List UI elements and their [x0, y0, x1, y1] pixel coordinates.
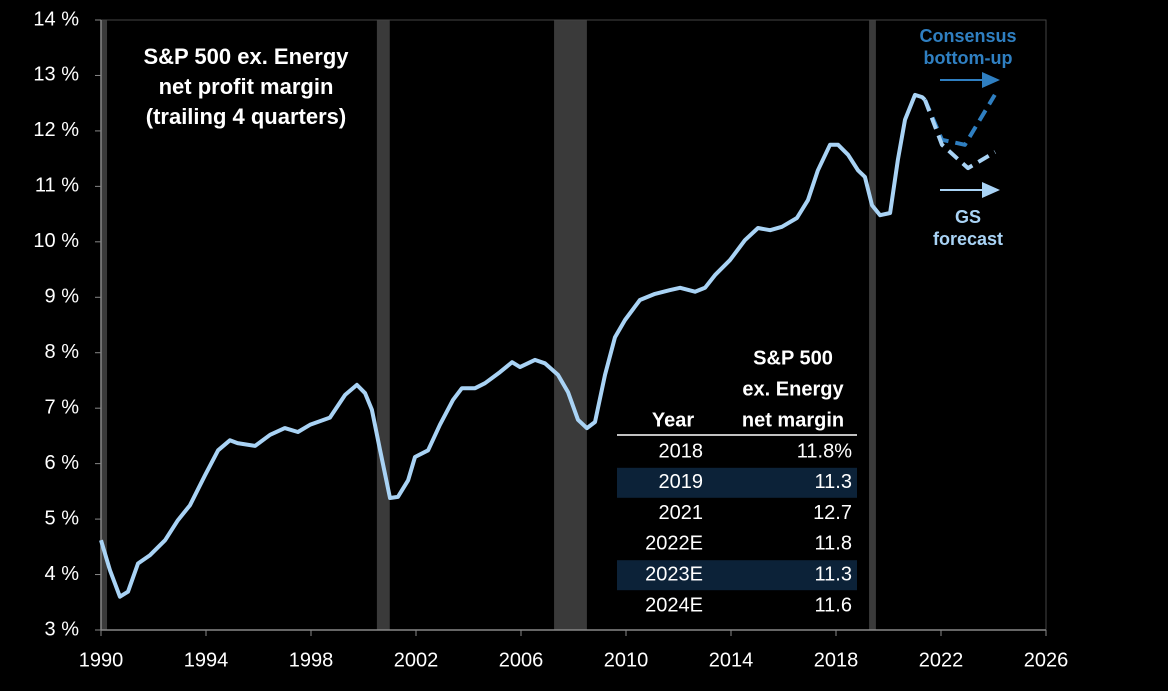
y-tick-label: 5 %	[45, 507, 80, 529]
recession-band	[101, 20, 108, 630]
recession-band	[376, 20, 390, 630]
table-cell: 2024E	[645, 594, 703, 616]
table-header: Year	[652, 409, 694, 431]
chart-title: net profit margin	[159, 74, 334, 99]
x-tick-label: 1994	[184, 649, 229, 671]
y-tick-label: 8 %	[45, 341, 80, 363]
y-tick-label: 3 %	[45, 618, 80, 640]
series-line	[99, 92, 927, 599]
table-cell: 2019	[659, 471, 704, 493]
x-tick-label: 2010	[604, 649, 649, 671]
table-header: S&P 500	[753, 347, 833, 369]
x-tick-label: 1990	[79, 649, 124, 671]
y-tick-label: 13 %	[33, 64, 79, 86]
x-tick-label: 2026	[1024, 649, 1069, 671]
table-cell: 11.8%	[797, 440, 852, 462]
chart-title: (trailing 4 quarters)	[146, 104, 346, 129]
y-tick-label: 4 %	[45, 563, 80, 585]
table-cell: 11.3	[815, 471, 852, 493]
table-cell: 11.3	[815, 563, 852, 585]
x-tick-label: 2022	[919, 649, 964, 671]
table-header: ex. Energy	[742, 378, 844, 400]
forecast-line	[923, 99, 997, 171]
x-tick-label: 2018	[814, 649, 859, 671]
y-tick-label: 6 %	[45, 452, 80, 474]
chart-title: S&P 500 ex. Energy	[143, 44, 349, 69]
table-cell: 12.7	[813, 502, 852, 524]
y-tick-label: 10 %	[33, 230, 79, 252]
y-tick-label: 9 %	[45, 286, 80, 308]
table-cell: 2023E	[645, 563, 703, 585]
y-tick-label: 11 %	[35, 175, 79, 197]
recession-band	[554, 20, 587, 630]
series-label: bottom-up	[924, 48, 1013, 68]
recession-band	[869, 20, 876, 630]
table-header: net margin	[742, 409, 844, 431]
row-highlight	[617, 467, 857, 498]
series-label: GS	[955, 207, 981, 227]
table-cell: 2022E	[645, 533, 703, 555]
x-tick-label: 2006	[499, 649, 544, 671]
table-cell: 11.8	[815, 533, 852, 555]
table-cell: 2021	[659, 502, 704, 524]
y-tick-label: 12 %	[33, 119, 79, 141]
y-tick-label: 14 %	[33, 8, 79, 30]
table-cell: 2018	[659, 440, 704, 462]
row-highlight	[617, 560, 857, 591]
x-tick-label: 1998	[289, 649, 334, 671]
x-tick-label: 2014	[709, 649, 754, 671]
y-tick-label: 7 %	[45, 396, 80, 418]
table-cell: 11.6	[815, 594, 852, 616]
series-label: forecast	[933, 229, 1003, 249]
series-label: Consensus	[919, 26, 1016, 46]
x-tick-label: 2002	[394, 649, 439, 671]
